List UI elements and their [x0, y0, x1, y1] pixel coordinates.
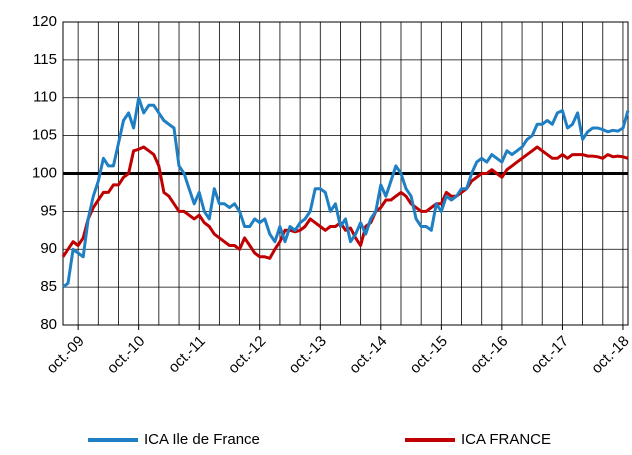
x-tick-label: oct.-16 [467, 333, 511, 377]
x-tick-label: oct.-11 [165, 333, 209, 377]
x-tick-label: oct.-09 [43, 333, 87, 377]
x-tick-label: oct.-13 [285, 333, 329, 377]
x-tick-label: oct.-12 [225, 333, 269, 377]
series-line [61, 145, 629, 260]
y-tick-label: 80 [40, 316, 57, 333]
y-tick-label: 100 [32, 164, 57, 181]
y-tick-label: 105 [32, 127, 57, 144]
legend-label: ICA Ile de France [144, 431, 260, 448]
y-tick-label: 85 [40, 278, 57, 295]
x-tick-label: oct.-15 [407, 333, 451, 377]
legend-label: ICA FRANCE [461, 431, 551, 448]
y-tick-label: 120 [32, 13, 57, 30]
x-tick-label: oct.-18 [588, 333, 632, 377]
series-line [62, 96, 630, 289]
x-tick-label: oct.-10 [104, 333, 148, 377]
y-tick-label: 110 [33, 89, 57, 106]
y-tick-label: 90 [40, 240, 57, 257]
y-tick-label: 95 [40, 202, 57, 219]
x-tick-label: oct.-17 [528, 333, 572, 377]
x-tick-label: oct.-14 [346, 333, 390, 377]
y-tick-label: 115 [33, 51, 57, 68]
